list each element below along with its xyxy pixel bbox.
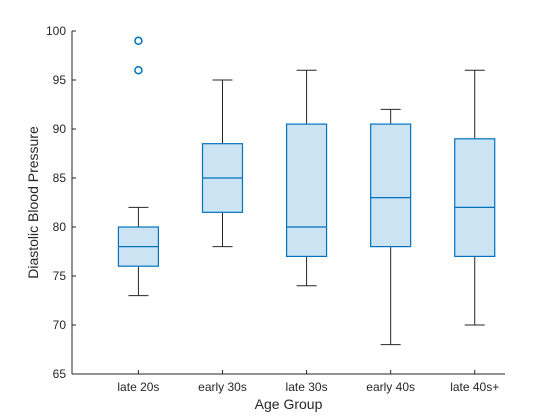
y-tick-label: 70 xyxy=(53,318,67,332)
outlier-point xyxy=(134,36,143,46)
box-group xyxy=(285,69,328,287)
x-tick-label: early 30s xyxy=(198,380,247,394)
box-group xyxy=(201,79,244,248)
box-iqr xyxy=(370,123,412,248)
axes xyxy=(71,31,505,375)
box-iqr xyxy=(285,123,328,258)
x-tick-label: late 40s+ xyxy=(450,380,499,394)
y-tick-label: 80 xyxy=(53,220,67,234)
x-tick-label: early 40s xyxy=(366,380,415,394)
y-tick-label: 95 xyxy=(53,73,67,87)
outlier-point xyxy=(134,65,143,75)
box-group xyxy=(454,69,496,326)
y-tick-label: 65 xyxy=(53,367,67,381)
y-axis-label: Diastolic Blood Pressure xyxy=(25,126,41,279)
y-tick-label: 75 xyxy=(53,269,67,283)
y-tick-label: 100 xyxy=(46,24,66,38)
box-iqr xyxy=(454,138,496,258)
y-tick-label: 85 xyxy=(53,171,67,185)
y-tick-label: 90 xyxy=(53,122,67,136)
plot-area xyxy=(117,36,496,346)
x-tick-label: late 30s xyxy=(286,380,328,394)
box-group xyxy=(370,108,412,346)
x-axis-label: Age Group xyxy=(255,396,323,412)
box-group xyxy=(117,36,160,297)
y-ticks: 65 70 75 80 85 90 95 100 xyxy=(46,24,76,381)
x-tick-label: late 20s xyxy=(117,380,159,394)
x-ticks: late 20s early 30s late 30s early 40s late 4… xyxy=(117,370,499,394)
